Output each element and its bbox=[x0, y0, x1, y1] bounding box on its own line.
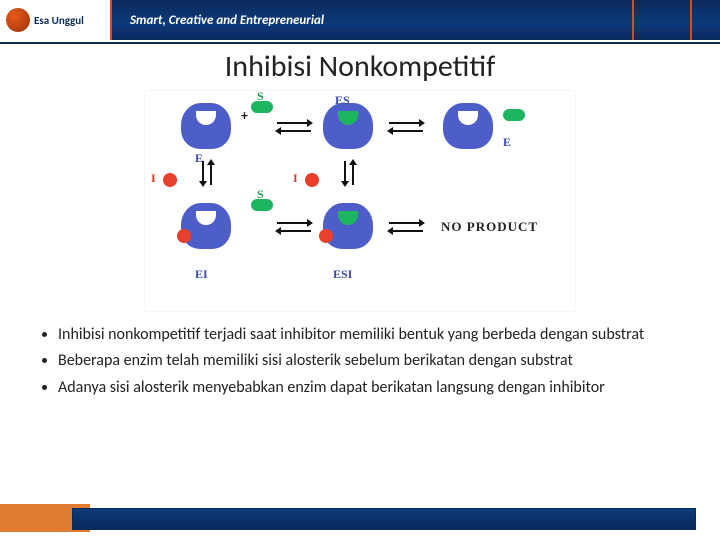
enzyme-E-out bbox=[443, 103, 493, 149]
equilibrium-vert bbox=[341, 161, 357, 185]
diagram: + E ES E S S I I EI ESI NO PRODUCT bbox=[145, 91, 575, 311]
equilibrium-arrow bbox=[277, 119, 311, 135]
enzyme-ES bbox=[323, 103, 373, 149]
plus-icon: + bbox=[241, 107, 248, 124]
label-S-bot: S bbox=[257, 187, 264, 202]
label-no-product: NO PRODUCT bbox=[441, 219, 538, 235]
logo-icon bbox=[6, 8, 30, 32]
label-EI: EI bbox=[195, 267, 208, 282]
bullet-list: Inhibisi nonkompetitif terjadi saat inhi… bbox=[40, 325, 684, 398]
logo: Esa Unggul bbox=[0, 0, 112, 40]
footer-bar bbox=[72, 508, 696, 530]
page-title: Inhibisi Nonkompetitif bbox=[0, 48, 720, 85]
list-item: Inhibisi nonkompetitif terjadi saat inhi… bbox=[58, 325, 684, 345]
enzyme-ESI bbox=[323, 203, 373, 249]
label-E-right: E bbox=[503, 135, 511, 150]
enzyme-EI bbox=[181, 203, 231, 249]
header-accent bbox=[632, 0, 692, 40]
enzyme-E bbox=[181, 103, 231, 149]
label-S-top: S bbox=[257, 89, 264, 104]
equilibrium-arrow bbox=[389, 119, 423, 135]
header-bar: Esa Unggul Smart, Creative and Entrepren… bbox=[0, 0, 720, 40]
inhibitor-mid bbox=[305, 173, 319, 187]
label-ESI: ESI bbox=[333, 267, 352, 282]
inhibitor-left bbox=[163, 173, 177, 187]
list-item: Adanya sisi alosterik menyebabkan enzim … bbox=[58, 378, 684, 398]
equilibrium-arrow bbox=[277, 219, 311, 235]
tagline: Smart, Creative and Entrepreneurial bbox=[130, 13, 324, 28]
label-I-left: I bbox=[151, 171, 156, 186]
logo-text: Esa Unggul bbox=[34, 14, 84, 27]
substrate-out bbox=[503, 109, 525, 121]
label-I-mid: I bbox=[293, 171, 298, 186]
footer bbox=[0, 504, 720, 532]
label-E: E bbox=[195, 151, 203, 166]
label-ES: ES bbox=[335, 93, 350, 108]
equilibrium-arrow bbox=[389, 219, 423, 235]
divider bbox=[0, 42, 720, 44]
list-item: Beberapa enzim telah memiliki sisi alost… bbox=[58, 351, 684, 371]
